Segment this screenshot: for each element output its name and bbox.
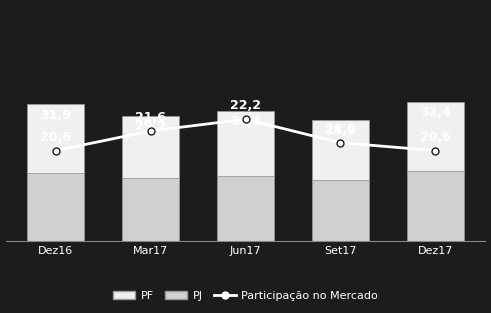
Text: 20,6: 20,6 xyxy=(420,131,451,144)
Bar xyxy=(27,104,84,173)
Text: 22,2: 22,2 xyxy=(230,99,261,112)
Text: 21,0: 21,0 xyxy=(325,123,356,136)
Legend: PF, PJ, Participação no Mercado: PF, PJ, Participação no Mercado xyxy=(109,287,382,306)
Text: 28,2: 28,2 xyxy=(325,124,356,137)
Bar xyxy=(312,180,369,241)
Bar xyxy=(122,178,179,241)
Bar xyxy=(122,116,179,178)
Text: 20,6: 20,6 xyxy=(40,131,71,144)
Text: 30,3: 30,3 xyxy=(230,115,261,128)
Bar xyxy=(27,173,84,241)
Text: 32,4: 32,4 xyxy=(420,106,451,120)
Text: 29,2: 29,2 xyxy=(135,120,166,133)
Bar xyxy=(407,102,464,172)
Bar xyxy=(217,111,274,176)
Bar xyxy=(217,176,274,241)
Text: 21,6: 21,6 xyxy=(135,111,166,124)
Bar xyxy=(312,120,369,180)
Bar xyxy=(407,172,464,241)
Text: 31,9: 31,9 xyxy=(40,109,71,121)
